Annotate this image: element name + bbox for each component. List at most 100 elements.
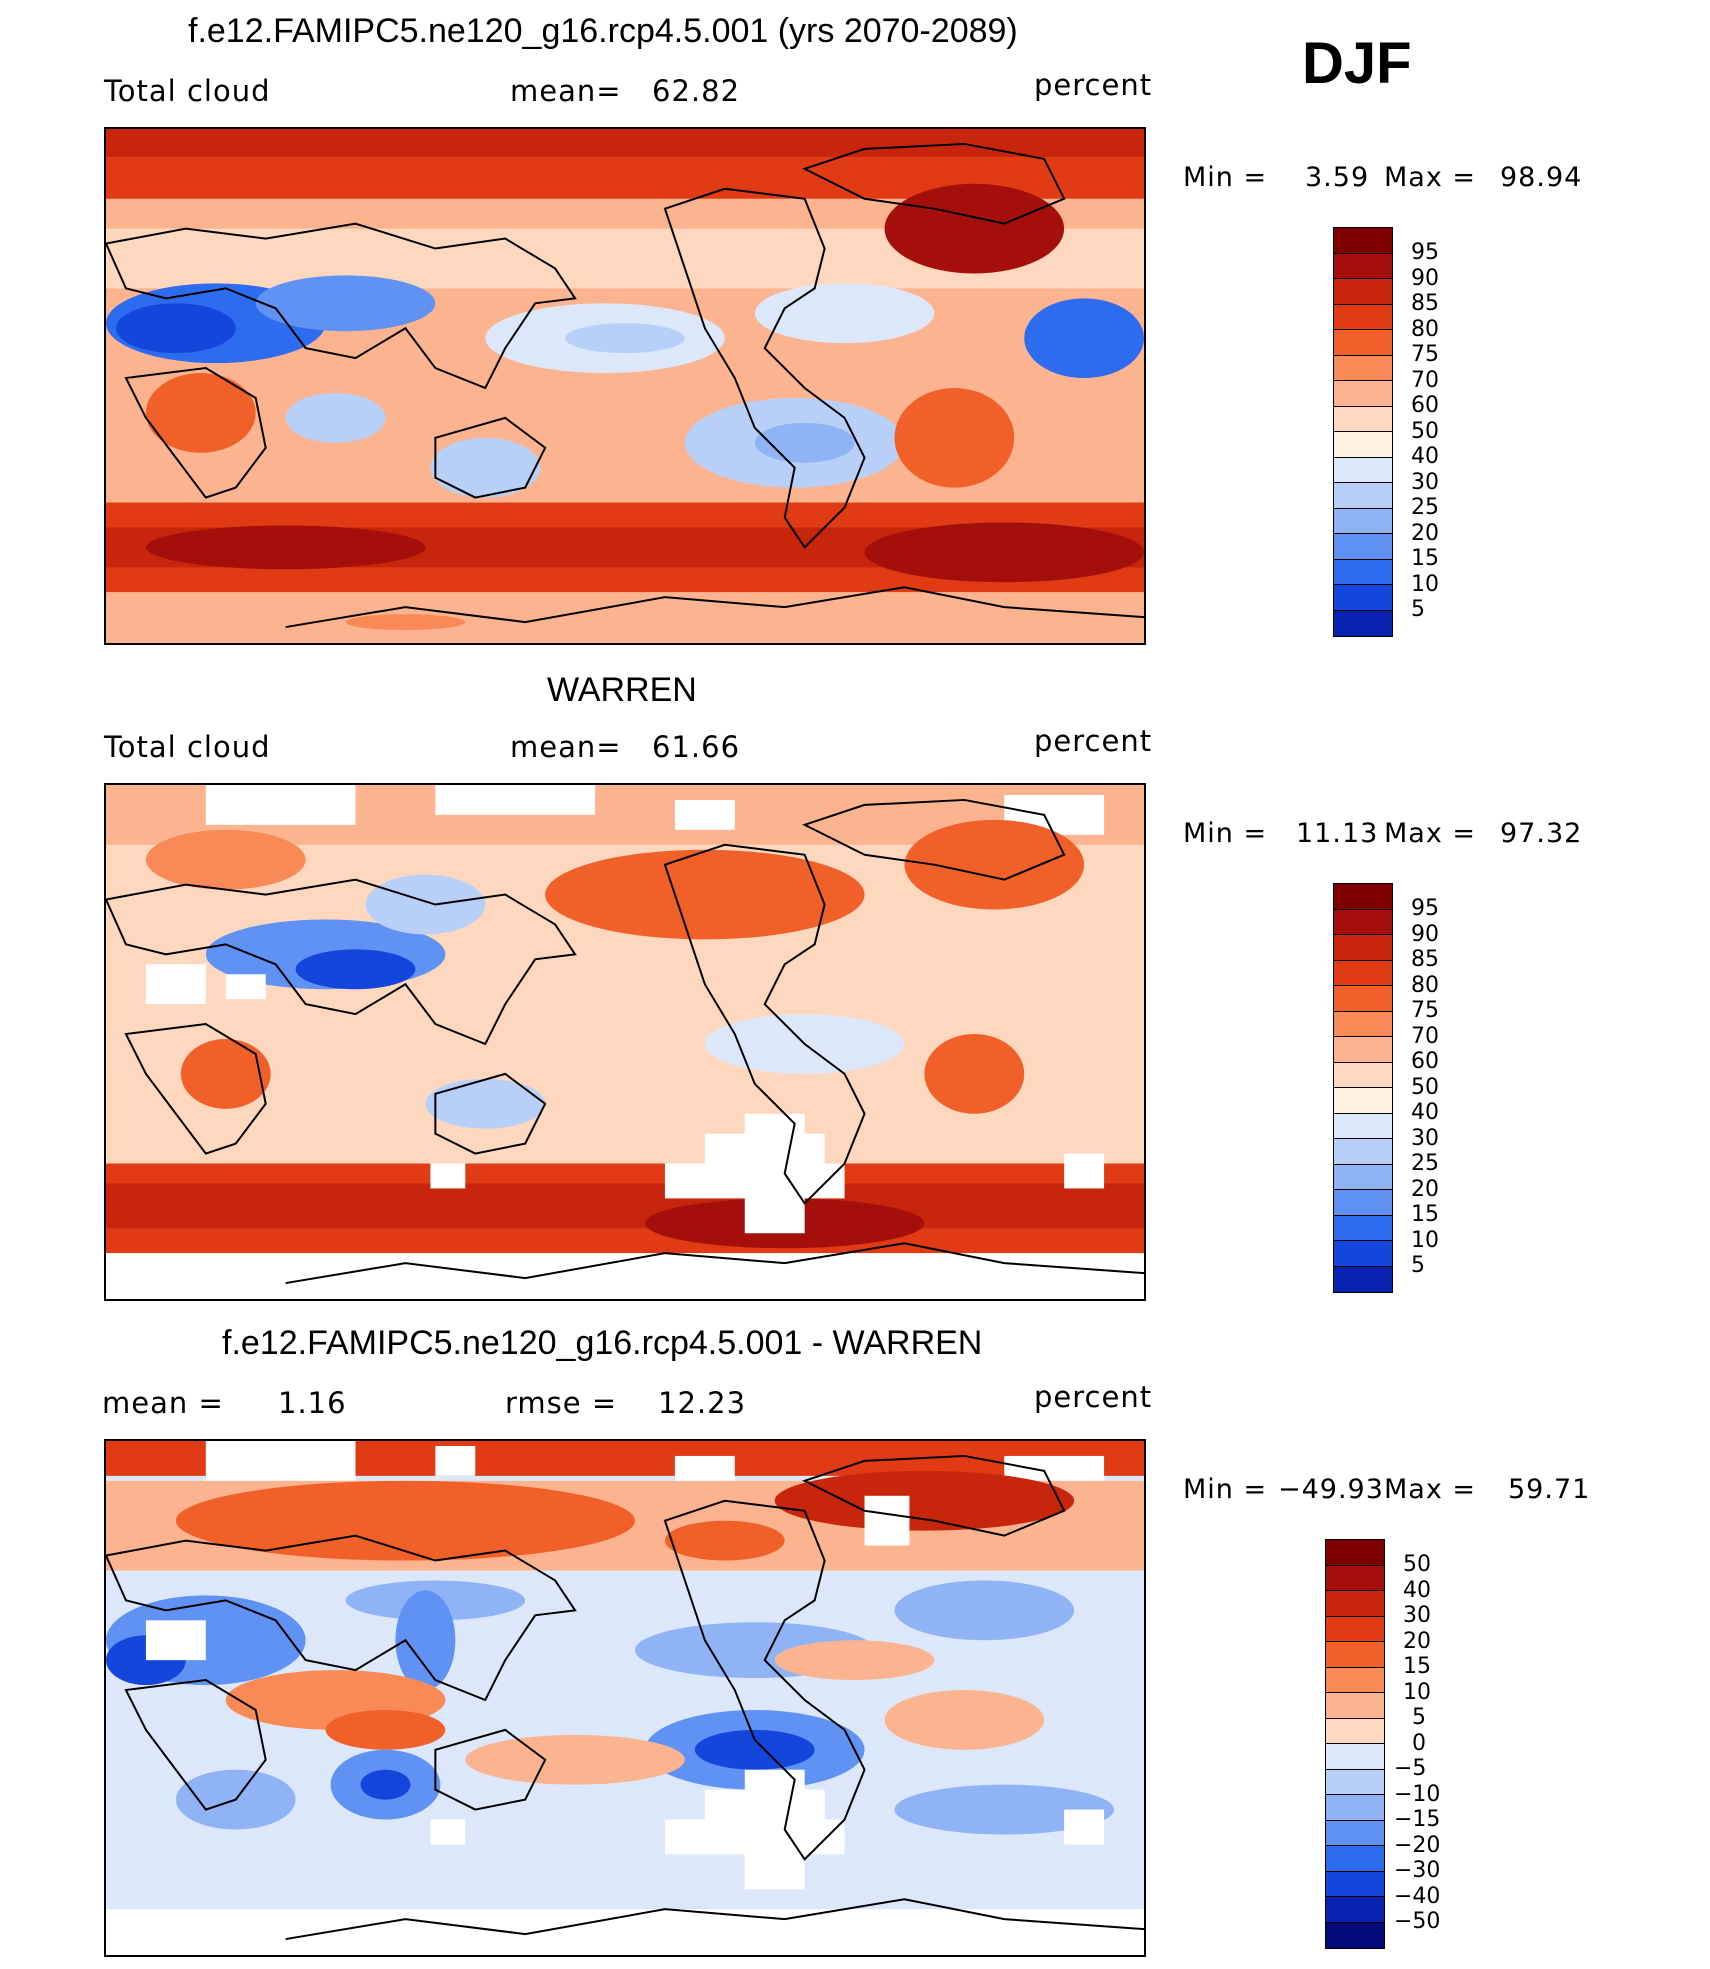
panel-2-min-value: 11.13 [1296, 818, 1379, 849]
colorbar-tick: 20 [1411, 521, 1439, 546]
panel-3-rmse-value: 12.23 [658, 1386, 747, 1420]
panel-1-units: percent [1034, 68, 1153, 102]
panel-1-max-label: Max = [1384, 162, 1477, 193]
panel-1-cloud-field [106, 129, 1144, 643]
panel-3-colorbar [1325, 1539, 1385, 1949]
colorbar-tick: 25 [1411, 495, 1439, 520]
colorbar-swatch [1334, 960, 1392, 986]
panel-1-mean-value: 62.82 [652, 74, 741, 108]
colorbar-swatch [1326, 1642, 1384, 1668]
colorbar-swatch [1334, 909, 1392, 935]
panel-2-mean-label: mean= [510, 730, 622, 764]
colorbar-swatch [1326, 1591, 1384, 1617]
colorbar-tick: 10 [1403, 1680, 1431, 1705]
colorbar-swatch [1334, 457, 1392, 483]
colorbar-tick: −5 [1394, 1756, 1427, 1781]
colorbar-swatch [1326, 1718, 1384, 1744]
colorbar-swatch [1334, 559, 1392, 585]
colorbar-tick: 0 [1412, 1731, 1426, 1756]
colorbar-tick: 70 [1411, 1024, 1439, 1049]
colorbar-swatch [1334, 355, 1392, 381]
panel-1-mean-label: mean= [510, 74, 622, 108]
panel-3-min-value: −49.93 [1278, 1474, 1384, 1505]
panel-3-max-value: 59.71 [1508, 1474, 1591, 1505]
colorbar-tick: 5 [1411, 597, 1425, 622]
colorbar-tick: 90 [1411, 266, 1439, 291]
panel-2-map [104, 783, 1146, 1301]
colorbar-tick: −30 [1394, 1858, 1441, 1883]
colorbar-tick: 40 [1403, 1578, 1431, 1603]
colorbar-swatch [1334, 1215, 1392, 1241]
panel-2-min-label: Min = [1183, 818, 1268, 849]
colorbar-swatch [1334, 1011, 1392, 1037]
colorbar-tick: 20 [1411, 1177, 1439, 1202]
colorbar-swatch [1334, 253, 1392, 279]
colorbar-tick: 95 [1411, 240, 1439, 265]
colorbar-tick: 25 [1411, 1151, 1439, 1176]
panel-3-title: f.e12.FAMIPC5.ne120_g16.rcp4.5.001 - WAR… [222, 1324, 983, 1362]
colorbar-tick: 15 [1403, 1654, 1431, 1679]
panel-1-variable-label: Total cloud [104, 74, 271, 108]
colorbar-tick: 85 [1411, 291, 1439, 316]
panel-2-max-value: 97.32 [1500, 818, 1583, 849]
colorbar-swatch [1334, 935, 1392, 961]
colorbar-swatch [1326, 1565, 1384, 1591]
colorbar-tick: 5 [1411, 1253, 1425, 1278]
panel-2-mean-value: 61.66 [652, 730, 741, 764]
colorbar-tick: 50 [1403, 1552, 1431, 1577]
panel-2-colorbar [1333, 883, 1393, 1293]
colorbar-swatch [1334, 1190, 1392, 1216]
panel-2-variable-label: Total cloud [104, 730, 271, 764]
panel-1-colorbar [1333, 227, 1393, 637]
colorbar-tick: 10 [1411, 1228, 1439, 1253]
panel-3-difference-field [106, 1441, 1144, 1955]
colorbar-swatch [1326, 1744, 1384, 1770]
panel-3-map [104, 1439, 1146, 1957]
panel-3-min-label: Min = [1183, 1474, 1268, 1505]
colorbar-swatch [1326, 1769, 1384, 1795]
colorbar-swatch [1326, 1693, 1384, 1719]
panel-1-title: f.e12.FAMIPC5.ne120_g16.rcp4.5.001 (yrs … [188, 12, 1018, 50]
colorbar-swatch [1334, 1113, 1392, 1139]
colorbar-tick: 30 [1411, 470, 1439, 495]
colorbar-swatch [1326, 1871, 1384, 1897]
panel-2-max-label: Max = [1384, 818, 1477, 849]
colorbar-tick: 30 [1403, 1603, 1431, 1628]
colorbar-swatch [1334, 1266, 1392, 1292]
colorbar-tick: −20 [1394, 1833, 1441, 1858]
colorbar-swatch [1334, 585, 1392, 611]
colorbar-swatch [1334, 228, 1392, 254]
colorbar-swatch [1334, 1037, 1392, 1063]
colorbar-tick: 60 [1411, 393, 1439, 418]
season-label: DJF [1302, 31, 1412, 96]
colorbar-swatch [1334, 1241, 1392, 1267]
colorbar-swatch [1326, 1795, 1384, 1821]
panel-1-min-label: Min = [1183, 162, 1268, 193]
colorbar-swatch [1334, 330, 1392, 356]
colorbar-tick: 20 [1403, 1629, 1431, 1654]
panel-2-cloud-field [106, 785, 1144, 1299]
colorbar-swatch [1326, 1922, 1384, 1948]
colorbar-tick: −15 [1394, 1807, 1441, 1832]
panel-2-title: WARREN [547, 671, 697, 709]
panel-1-max-value: 98.94 [1500, 162, 1583, 193]
colorbar-swatch [1326, 1846, 1384, 1872]
colorbar-swatch [1334, 1164, 1392, 1190]
colorbar-tick: 75 [1411, 342, 1439, 367]
colorbar-tick: 5 [1412, 1705, 1426, 1730]
colorbar-swatch [1334, 986, 1392, 1012]
colorbar-tick: 50 [1411, 1075, 1439, 1100]
colorbar-swatch [1326, 1616, 1384, 1642]
colorbar-tick: 80 [1411, 973, 1439, 998]
colorbar-swatch [1334, 406, 1392, 432]
panel-3-rmse-label: rmse = [505, 1386, 618, 1420]
colorbar-swatch [1334, 610, 1392, 636]
colorbar-tick: 90 [1411, 922, 1439, 947]
colorbar-tick: 40 [1411, 1100, 1439, 1125]
panel-3-max-label: Max = [1384, 1474, 1477, 1505]
colorbar-swatch [1334, 884, 1392, 910]
colorbar-swatch [1326, 1897, 1384, 1923]
colorbar-tick: 85 [1411, 947, 1439, 972]
colorbar-tick: 70 [1411, 368, 1439, 393]
colorbar-tick: −10 [1394, 1782, 1441, 1807]
